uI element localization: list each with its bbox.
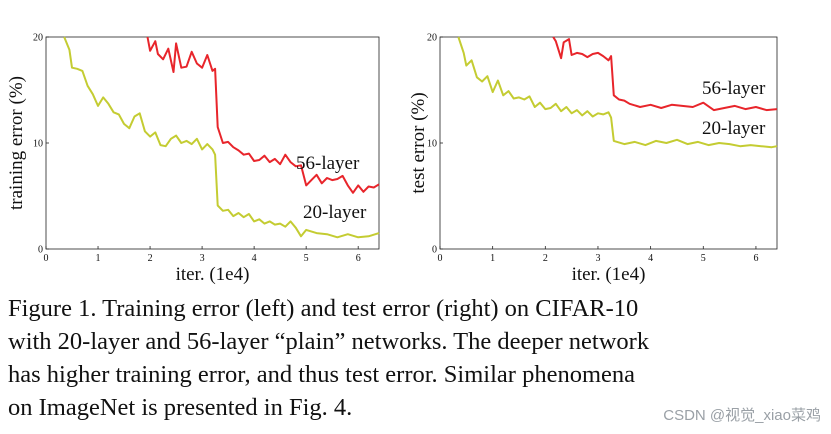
left-ytick-label: 0	[38, 245, 43, 256]
right-xtick-label: 0	[438, 253, 443, 264]
caption-line-4: on ImageNet is presented in Fig. 4.	[8, 394, 353, 421]
left-xtick-label: 5	[304, 253, 309, 264]
left-xtick-label: 4	[252, 253, 257, 264]
figure-caption: Figure 1. Training error (left) and test…	[8, 292, 828, 424]
caption-line-3: has higher training error, and thus test…	[8, 361, 635, 388]
right-ytick-label: 10	[427, 139, 437, 150]
watermark-text: CSDN @视觉_xiao菜鸡	[663, 407, 821, 424]
left-x-axis-label: iter. (1e4)	[176, 264, 250, 285]
left-series-label-56-layer: 56-layer	[296, 153, 360, 174]
left-y-axis-label: training error (%)	[6, 76, 27, 210]
left-series-label-20-layer: 20-layer	[303, 202, 367, 223]
right-xtick-label: 5	[701, 253, 706, 264]
right-ytick-label: 20	[427, 33, 437, 44]
caption-line-2: with 20-layer and 56-layer “plain” netwo…	[8, 328, 650, 355]
right-xtick-label: 4	[648, 253, 653, 264]
right-xtick-label: 1	[490, 253, 495, 264]
left-series-line-56-layer	[146, 36, 380, 194]
left-ytick-label: 20	[33, 33, 43, 44]
left-xtick-label: 6	[356, 253, 361, 264]
left-xtick-label: 3	[200, 253, 205, 264]
right-xtick-label: 2	[543, 253, 548, 264]
right-xtick-label: 6	[753, 253, 758, 264]
right-series-line-20-layer	[457, 36, 778, 149]
right-series-label-20-layer: 20-layer	[702, 118, 766, 139]
right-x-axis-label: iter. (1e4)	[572, 264, 646, 285]
right-y-axis-label: test error (%)	[408, 92, 429, 193]
left-xtick-label: 0	[44, 253, 49, 264]
left-chart: 0 1 2 3 4 5 6 0 10 20 iter. (1e4) training error (%…	[6, 33, 380, 285]
right-series-line-56-layer	[552, 36, 778, 112]
right-ytick-label: 0	[432, 245, 437, 256]
right-series-label-56-layer: 56-layer	[702, 78, 766, 99]
left-xtick-label: 1	[96, 253, 101, 264]
right-xtick-label: 3	[595, 253, 600, 264]
left-series-line-20-layer	[63, 36, 380, 239]
right-chart: 0 1 2 3 4 5 6 0 10 20 iter. (1e4) test error (%) 56-…	[408, 33, 778, 285]
left-ytick-label: 10	[33, 139, 43, 150]
left-xtick-label: 2	[148, 253, 153, 264]
caption-line-1: Figure 1. Training error (left) and test…	[8, 295, 639, 322]
